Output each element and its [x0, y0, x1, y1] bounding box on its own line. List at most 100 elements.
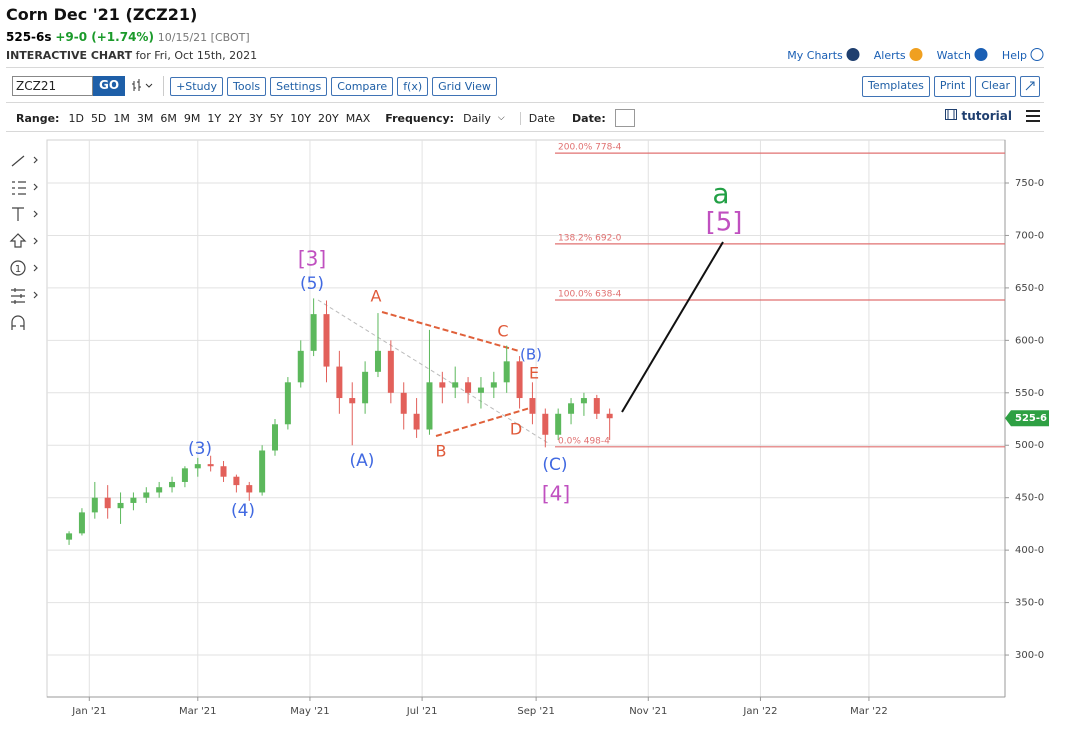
tool-circle[interactable] [10, 260, 26, 276]
candle-body [143, 492, 150, 498]
symbol-input[interactable]: ZCZ21 [12, 76, 93, 96]
range-option[interactable]: MAX [345, 111, 371, 125]
last-price-label: 525-6 [1015, 413, 1047, 424]
fib-label: 138.2% 692-0 [558, 233, 622, 243]
y-tick-label: 400-0 [1015, 545, 1044, 556]
candle-body [593, 398, 600, 414]
x-tick-label: Jul '21 [406, 706, 438, 717]
range-label: Range: [16, 111, 60, 125]
candle-body [465, 382, 472, 393]
toolbar-button[interactable]: Tools [227, 76, 267, 96]
candle-body [426, 382, 433, 430]
wave-label: D [510, 420, 522, 439]
projection-line [621, 241, 724, 413]
chart-label: INTERACTIVE CHART [6, 49, 133, 62]
chart-date: for Fri, Oct 15th, 2021 [135, 49, 258, 62]
chevron: ⌵ [497, 113, 505, 123]
candle-body [336, 366, 343, 399]
menu-icon[interactable] [1026, 110, 1040, 122]
calendar-button[interactable] [614, 109, 635, 127]
y-tick-label: 750-0 [1015, 178, 1044, 189]
go-button[interactable]: GO [93, 76, 126, 96]
candle-body [387, 350, 394, 393]
fib-label: 200.0% 778-4 [558, 143, 622, 153]
tool-text[interactable] [12, 207, 24, 221]
toolbar-button[interactable]: Grid View [432, 76, 497, 96]
candle-body [490, 382, 497, 388]
candle-body [169, 481, 176, 488]
tool-shape[interactable] [9, 233, 27, 248]
divider [6, 67, 1044, 68]
date-mode[interactable]: Date [519, 111, 555, 125]
toolbar-button[interactable]: Compare [331, 76, 394, 96]
candle-body [606, 413, 613, 419]
plot-area: 300-0 350-0 400-0 450-0 500-0 550-0 600-0 650-0… [46, 139, 1049, 717]
toolbar-button[interactable]: Clear [975, 76, 1016, 97]
header-link[interactable]: Watch [937, 48, 988, 62]
range-option[interactable]: 3Y [248, 111, 263, 125]
tool-fib[interactable] [12, 181, 26, 195]
header-link[interactable]: Alerts [874, 48, 923, 62]
header-link[interactable]: Help [1002, 48, 1044, 62]
candle-body [220, 466, 227, 477]
quote: 525-6s +9-0 (+1.74%) 10/15/21 [CBOT] [6, 30, 250, 44]
wave-label: E [529, 364, 539, 383]
tool-line[interactable] [11, 155, 25, 167]
tool-pattern[interactable] [11, 288, 25, 304]
range-option[interactable]: 5D [90, 111, 107, 125]
x-tick-label: Nov '21 [629, 706, 667, 717]
links: My Charts Alerts Watch Help [787, 48, 1044, 62]
wave-label: (A) [350, 451, 375, 471]
range-option[interactable]: 1Y [207, 111, 222, 125]
candle-body [542, 413, 549, 435]
candle-body [310, 314, 317, 351]
y-tick-label: 600-0 [1015, 335, 1044, 346]
range-option[interactable]: 1D [68, 111, 84, 125]
x-tick-label: Mar '21 [179, 706, 217, 717]
last-price-tag [1005, 410, 1049, 427]
wave-label: (B) [520, 346, 542, 364]
chevron [33, 183, 38, 191]
expand-button[interactable] [1020, 76, 1040, 97]
toolbar-button[interactable]: f(x) [397, 76, 429, 96]
chart-type-icon[interactable] [131, 77, 161, 95]
link-text: Watch [936, 49, 971, 62]
range-option[interactable]: 3M [136, 111, 154, 125]
range-option[interactable]: 1M [113, 111, 130, 125]
candle-body [207, 464, 214, 467]
tool-magnet[interactable] [11, 315, 25, 330]
candle-body [555, 413, 562, 435]
range-option[interactable]: 9M [183, 111, 201, 125]
toolbar-button[interactable]: +Study [170, 76, 224, 96]
toolbar-button[interactable]: Settings [270, 76, 328, 96]
tutorial: tutorial [945, 109, 1040, 123]
tutorial-link[interactable]: tutorial [945, 109, 1012, 123]
range-option[interactable]: 20Y [318, 111, 339, 125]
last-price: 525-6s [6, 30, 52, 44]
toolbar-button[interactable]: Templates [861, 76, 930, 97]
candle-body [297, 350, 304, 383]
plot-background [46, 139, 1006, 698]
header-link[interactable]: My Charts [787, 48, 860, 62]
range-bar: Range: 1D 5D 1M 3M 6M 9M 1Y 2Y 3Y 5Y 10Y 20Y MAX Frequ… [16, 109, 635, 127]
range-option[interactable]: 10Y [290, 111, 311, 125]
candle-body [66, 533, 73, 540]
frequency-select[interactable]: Daily [463, 111, 491, 125]
candle-body [568, 403, 575, 414]
wave-label: a [712, 177, 729, 210]
toolbar-button[interactable]: Print [933, 76, 972, 97]
range-option[interactable]: 6M [160, 111, 177, 125]
wave-label: C [497, 322, 508, 341]
film-icon [945, 109, 958, 120]
range-option[interactable]: 5Y [269, 111, 284, 125]
candle-body [374, 350, 381, 372]
candle-body [452, 382, 459, 388]
chevron [33, 156, 38, 164]
triangle-line [381, 311, 520, 352]
wave-label: [4] [542, 482, 570, 506]
range-option[interactable]: 2Y [228, 111, 242, 125]
candle-body [272, 424, 279, 451]
link-icon [1030, 48, 1044, 61]
link-icon [846, 48, 860, 61]
